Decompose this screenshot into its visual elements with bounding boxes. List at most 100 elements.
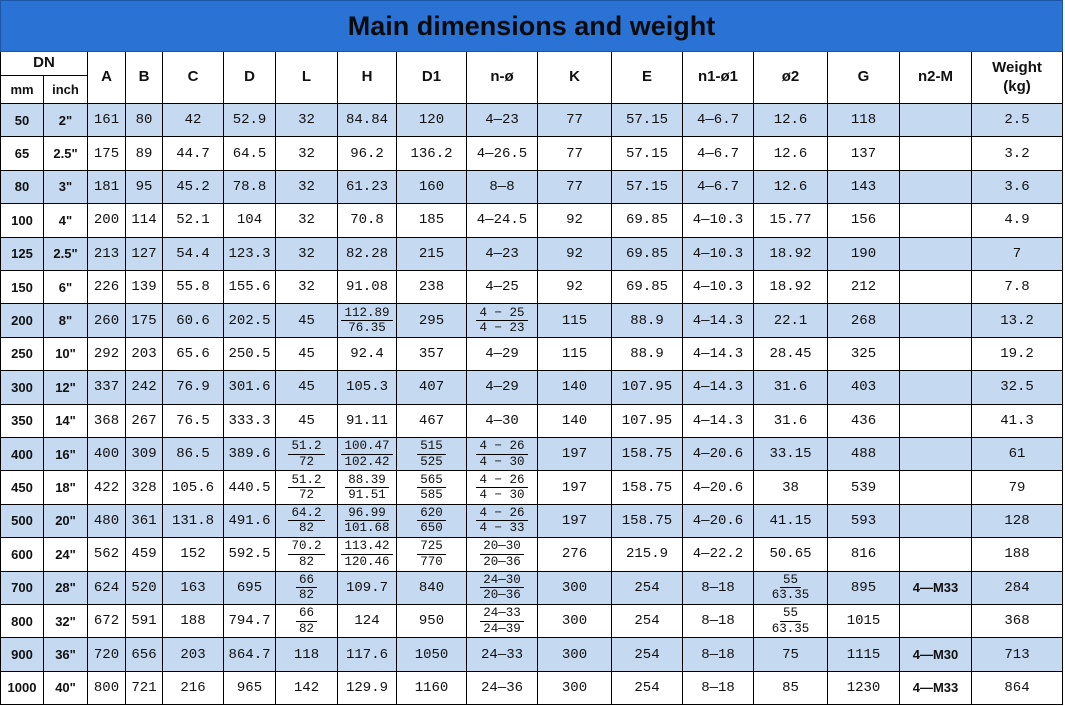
table-cell: 260 xyxy=(88,304,126,338)
table-cell: 4—30 xyxy=(467,404,538,438)
table-cell: 4—14.3 xyxy=(683,404,754,438)
table-cell: 36" xyxy=(44,638,88,672)
table-cell: 591 xyxy=(126,605,163,639)
table-cell: 139 xyxy=(126,271,163,305)
table-cell: 4—29 xyxy=(467,371,538,405)
table-cell: 720 xyxy=(88,638,126,672)
table-cell: 500 xyxy=(0,504,44,539)
table-cell: 96.2 xyxy=(338,137,397,171)
table-cell: 113.42 120.46 xyxy=(338,538,397,572)
table-cell: 129.9 xyxy=(338,671,397,706)
table-cell: 188 xyxy=(972,538,1063,572)
table-cell: 1115 xyxy=(828,638,900,672)
table-cell: 114 xyxy=(126,204,163,238)
table-cell xyxy=(900,504,972,539)
table-cell: 242 xyxy=(126,371,163,405)
table-cell: 422 xyxy=(88,471,126,505)
table-cell: 4—M33 xyxy=(900,671,972,706)
table-cell: 32 xyxy=(276,271,338,305)
table-cell: 4—20.6 xyxy=(683,504,754,539)
fraction-bottom: 63.35 xyxy=(771,588,810,603)
table-cell: 357 xyxy=(397,337,467,372)
table-cell: 4—6.7 xyxy=(683,137,754,171)
header-cell: inch xyxy=(44,76,88,104)
table-cell: 115 xyxy=(538,304,612,338)
table-cell: 18" xyxy=(44,471,88,505)
table-cell: 32.5 xyxy=(972,371,1063,405)
table-cell: 57.15 xyxy=(612,137,683,171)
table-cell: 8—18 xyxy=(683,571,754,605)
table-cell: 31.6 xyxy=(754,371,828,405)
table-cell: 57.15 xyxy=(612,170,683,205)
table-cell: 4—10.3 xyxy=(683,237,754,271)
table-cell: 42 xyxy=(163,104,224,138)
table-cell: 76.9 xyxy=(163,371,224,405)
table-cell: 12" xyxy=(44,371,88,405)
table-cell: 4—20.6 xyxy=(683,438,754,472)
table-cell: 197 xyxy=(538,471,612,505)
table-cell: 125 xyxy=(0,237,44,271)
fraction-bottom: 120.46 xyxy=(344,554,390,569)
table-cell: 4—29 xyxy=(467,337,538,372)
table-cell: 158.75 xyxy=(612,471,683,505)
table-cell: 4—23 xyxy=(467,237,538,271)
table-cell: 120 xyxy=(397,104,467,138)
table-cell: 28" xyxy=(44,571,88,605)
header-cell: n1-ø1 xyxy=(683,52,754,104)
fraction-bottom: 101.68 xyxy=(344,521,390,536)
table-cell: 4 − 26 4 − 33 xyxy=(467,504,538,539)
table-cell: 96.99 101.68 xyxy=(338,504,397,539)
table-cell: 92 xyxy=(538,237,612,271)
table-cell xyxy=(900,337,972,372)
fraction-bottom: 82 xyxy=(298,521,314,536)
table-cell: 70.2 82 xyxy=(276,538,338,572)
table-cell: 4 − 26 4 − 30 xyxy=(467,471,538,505)
table-cell: 254 xyxy=(612,605,683,639)
table-cell: 268 xyxy=(828,304,900,338)
table-cell: 215 xyxy=(397,237,467,271)
table-cell: 864 xyxy=(972,671,1063,706)
header-cell: E xyxy=(612,52,683,104)
table-cell: 54.4 xyxy=(163,237,224,271)
table-cell: 4—M33 xyxy=(900,571,972,605)
fraction-top: 565 xyxy=(417,473,446,489)
table-cell: 91.08 xyxy=(338,271,397,305)
table-cell: 520 xyxy=(126,571,163,605)
table-cell: 24" xyxy=(44,538,88,572)
fraction-top: 66 xyxy=(295,573,317,589)
table-cell: 152 xyxy=(163,538,224,572)
fraction-bottom: 20—36 xyxy=(483,554,521,569)
table-cell: 77 xyxy=(538,170,612,205)
fraction-bottom: 585 xyxy=(420,488,443,503)
table-cell: 400 xyxy=(88,438,126,472)
table-cell: 721 xyxy=(126,671,163,706)
fraction-top: 112.89 xyxy=(341,306,393,322)
table-cell: 127 xyxy=(126,237,163,271)
fraction-bottom: 72 xyxy=(298,488,314,503)
table-cell: 131.8 xyxy=(163,504,224,539)
table-cell: 92.4 xyxy=(338,337,397,372)
table-cell: 4—10.3 xyxy=(683,271,754,305)
table-cell: 4—6.7 xyxy=(683,170,754,205)
table-cell: 800 xyxy=(88,671,126,706)
table-cell xyxy=(900,271,972,305)
table-cell: 84.84 xyxy=(338,104,397,138)
fraction-top: 66 xyxy=(295,606,317,622)
table-cell: 403 xyxy=(828,371,900,405)
table-cell: 32 xyxy=(276,104,338,138)
table-cell: 267 xyxy=(126,404,163,438)
table-cell: 300 xyxy=(538,571,612,605)
table-cell: 32 xyxy=(276,204,338,238)
table-cell: 175 xyxy=(88,137,126,171)
table-cell: 8" xyxy=(44,304,88,338)
table-cell: 368 xyxy=(88,404,126,438)
table-cell: 276 xyxy=(538,538,612,572)
table-cell: 965 xyxy=(224,671,276,706)
table-cell: 190 xyxy=(828,237,900,271)
table-cell: 202.5 xyxy=(224,304,276,338)
table-cell: 118 xyxy=(828,104,900,138)
table-cell: 4—26.5 xyxy=(467,137,538,171)
fraction-top: 55 xyxy=(779,606,801,622)
fraction-bottom: 4 − 30 xyxy=(479,488,525,503)
table-cell: 2.5" xyxy=(44,137,88,171)
